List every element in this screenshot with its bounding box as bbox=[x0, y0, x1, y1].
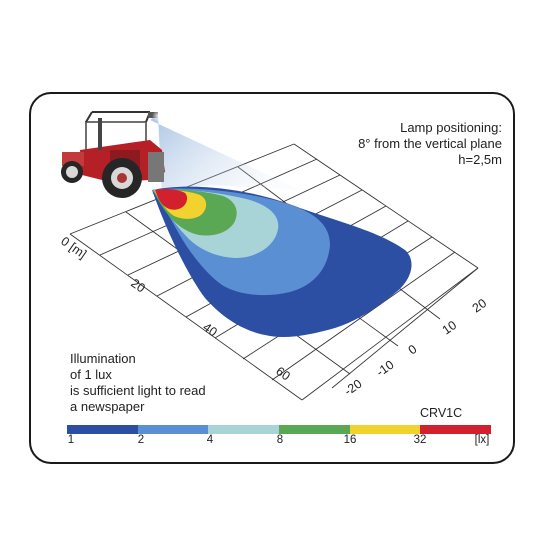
scale-segment bbox=[420, 425, 492, 434]
note-line-4: a newspaper bbox=[70, 399, 145, 414]
lamp-line-2: 8° from the vertical plane bbox=[358, 136, 502, 151]
illumination-note: Illumination of 1 lux is sufficient ligh… bbox=[70, 351, 206, 415]
lux-color-scale bbox=[67, 425, 492, 434]
model-label: CRV1C bbox=[420, 406, 463, 420]
lateral-tick-label: 20 bbox=[470, 296, 489, 315]
lateral-tick-label: -10 bbox=[374, 358, 397, 380]
scale-segment bbox=[279, 425, 350, 434]
lux-scale-ticks: 1 2 4 8 16 32 [lx] bbox=[0, 434, 550, 454]
distance-tick-label: 40 bbox=[200, 320, 219, 339]
scale-tick-label: 8 bbox=[276, 434, 284, 446]
scale-segment bbox=[349, 425, 421, 434]
lateral-tick-label: 0 bbox=[406, 342, 420, 357]
scale-tick-label: 32 bbox=[413, 434, 427, 446]
tractor-illustration bbox=[61, 110, 165, 198]
lateral-tick-label: 10 bbox=[440, 318, 459, 337]
scale-tick-label: 4 bbox=[206, 434, 214, 446]
light-beam-cone bbox=[150, 115, 300, 197]
note-line-2: of 1 lux bbox=[70, 367, 112, 382]
lamp-line-1: Lamp positioning: bbox=[400, 120, 502, 135]
note-line-3: is sufficient light to read bbox=[70, 383, 206, 398]
distance-tick-label: 60 bbox=[273, 364, 292, 383]
scale-segment bbox=[67, 425, 138, 434]
distance-tick-label: 0 [m] bbox=[58, 234, 89, 261]
note-line-1: Illumination bbox=[70, 351, 136, 366]
scale-segment bbox=[137, 425, 209, 434]
scale-tick-label: 1 bbox=[67, 434, 75, 446]
lamp-line-3: h=2,5m bbox=[458, 152, 502, 167]
scale-segment bbox=[208, 425, 280, 434]
zone-32-lux bbox=[155, 189, 188, 210]
lateral-tick-label: -20 bbox=[342, 377, 365, 399]
distance-tick-label: 20 bbox=[128, 276, 147, 295]
lamp-positioning-text: Lamp positioning: 8° from the vertical p… bbox=[358, 120, 502, 168]
scale-tick-label: 2 bbox=[137, 434, 145, 446]
scale-tick-label: 16 bbox=[343, 434, 357, 446]
scale-tick-label: [lx] bbox=[474, 434, 490, 446]
illumination-zones bbox=[152, 186, 412, 338]
